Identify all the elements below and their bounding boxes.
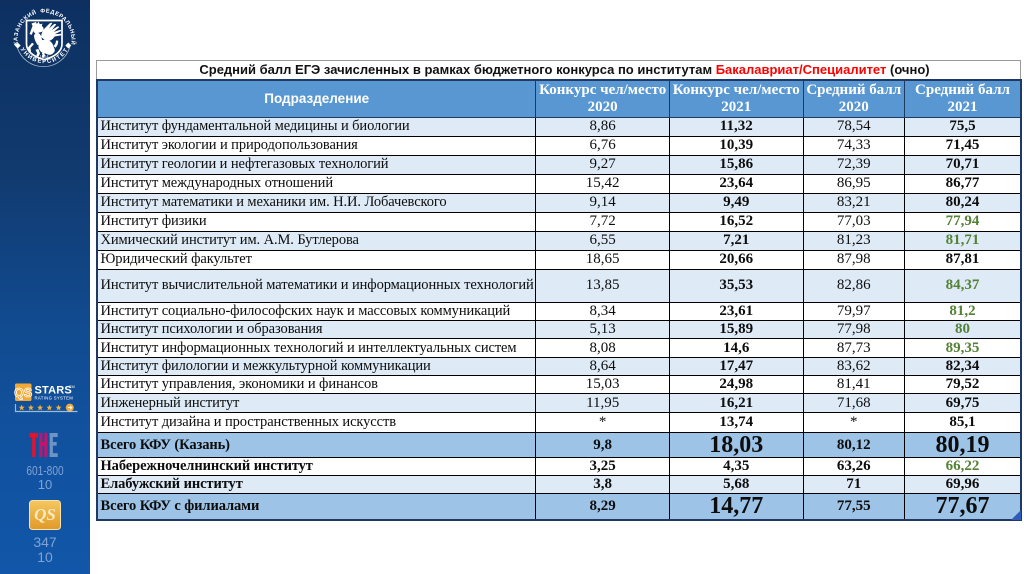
- svg-text:RATING SYSTEM: RATING SYSTEM: [35, 396, 74, 401]
- svg-text:QS: QS: [34, 505, 56, 524]
- svg-text:QS: QS: [14, 386, 32, 400]
- svg-text:STARS: STARS: [35, 385, 72, 397]
- svg-text:TM: TM: [69, 384, 75, 389]
- svg-text:1804: 1804: [39, 54, 49, 59]
